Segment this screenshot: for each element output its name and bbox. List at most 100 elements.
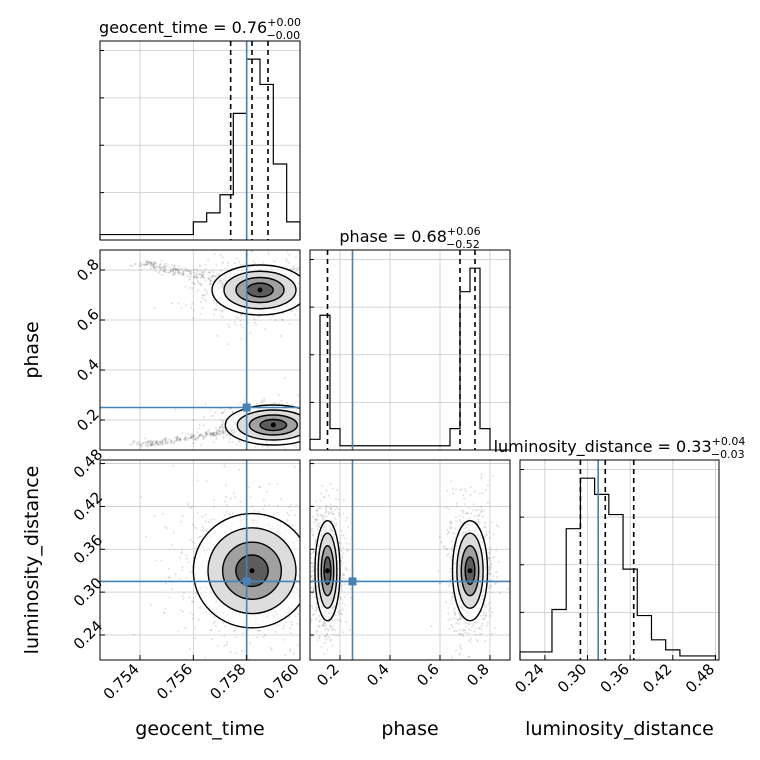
sample-point — [211, 269, 214, 272]
sample-point — [199, 300, 202, 303]
sample-point — [167, 271, 170, 274]
sample-point — [438, 535, 441, 538]
sample-point — [281, 318, 284, 321]
sample-point — [459, 633, 462, 636]
sample-point — [325, 515, 328, 518]
sample-point — [209, 434, 212, 437]
sample-point — [228, 325, 231, 328]
sample-point — [495, 571, 498, 574]
sample-point — [257, 629, 260, 632]
sample-point — [301, 280, 303, 282]
sample-point — [344, 603, 347, 606]
sample-point — [349, 574, 351, 576]
sample-point — [169, 270, 172, 273]
sample-point — [285, 258, 288, 261]
sample-point — [312, 409, 314, 411]
sample-point — [214, 426, 217, 429]
sample-point — [165, 262, 168, 265]
sample-point — [140, 445, 143, 448]
sample-point — [318, 620, 321, 623]
sample-point — [202, 276, 205, 279]
sample-point — [188, 278, 191, 281]
sample-point — [210, 518, 213, 521]
sample-point — [316, 508, 319, 511]
sample-point — [138, 440, 141, 443]
sample-point — [314, 541, 317, 544]
sample-point — [341, 429, 343, 431]
sample-point — [145, 261, 148, 264]
sample-point — [155, 441, 158, 444]
sample-point — [478, 492, 481, 495]
sample-point — [175, 435, 178, 438]
sample-point — [197, 275, 200, 278]
sample-point — [192, 600, 195, 603]
sample-point — [166, 440, 169, 443]
sample-point — [212, 622, 215, 625]
sample-point — [175, 437, 178, 440]
sample-point — [337, 498, 340, 501]
sample-point — [329, 653, 331, 655]
sample-point — [293, 267, 296, 270]
sample-point — [203, 435, 206, 438]
sample-point — [458, 652, 461, 655]
sample-point — [267, 248, 269, 250]
sample-point — [317, 427, 319, 429]
sample-point — [210, 629, 213, 632]
sample-point — [163, 438, 166, 441]
sample-point — [221, 412, 224, 415]
sample-point — [193, 435, 196, 438]
sample-point — [178, 271, 181, 274]
sample-point — [149, 444, 152, 447]
sample-point — [178, 439, 181, 442]
sample-point — [206, 433, 209, 436]
sample-point — [171, 273, 174, 276]
sample-point — [480, 510, 483, 513]
sample-point — [302, 417, 304, 419]
sample-point — [233, 630, 236, 633]
sample-point — [325, 624, 328, 627]
sample-point — [315, 606, 318, 609]
sample-point — [222, 431, 225, 434]
sample-point — [163, 269, 166, 272]
sample-point — [319, 289, 321, 291]
sample-point — [331, 420, 333, 422]
sample-point — [145, 263, 148, 266]
sample-point — [147, 439, 150, 442]
sample-point — [480, 628, 483, 631]
sample-point — [189, 571, 192, 574]
x-axis-label-phase: phase — [381, 718, 438, 740]
sample-point — [488, 546, 491, 549]
sample-point — [193, 273, 196, 276]
sample-point — [458, 614, 461, 617]
sample-point — [490, 562, 493, 565]
sample-point — [324, 511, 327, 514]
sample-point — [458, 653, 461, 656]
sample-point — [204, 432, 207, 435]
sample-point — [212, 274, 215, 277]
sample-point — [197, 427, 200, 430]
sample-point — [314, 517, 317, 520]
sample-point — [204, 432, 207, 435]
sample-point — [147, 442, 150, 445]
sample-point — [305, 288, 307, 290]
sample-point — [469, 493, 472, 496]
sample-point — [153, 515, 156, 518]
sample-point — [465, 490, 468, 493]
sample-point — [330, 626, 333, 629]
sample-point — [340, 529, 343, 532]
sample-point — [281, 319, 284, 322]
sample-point — [218, 426, 221, 429]
sample-point — [162, 270, 165, 273]
sample-point — [306, 297, 308, 299]
sample-point — [148, 261, 151, 264]
sample-point — [201, 275, 204, 278]
title-geocent_time: geocent_time = 0.76+0.00 −0.00 — [99, 16, 301, 42]
density-peak — [257, 287, 263, 293]
sample-point — [320, 515, 323, 518]
sample-point — [216, 429, 219, 432]
sample-point — [324, 635, 327, 638]
sample-point — [478, 627, 481, 630]
sample-point — [211, 275, 214, 278]
sample-point — [227, 261, 230, 264]
sample-point — [175, 439, 178, 442]
